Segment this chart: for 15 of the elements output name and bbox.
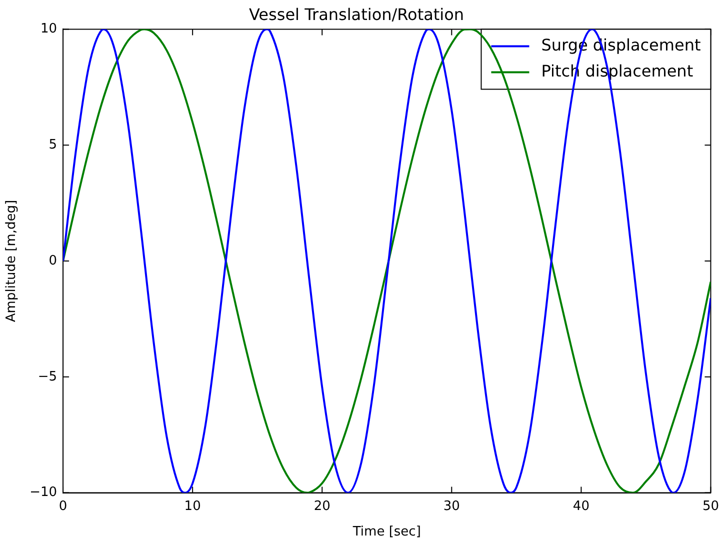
x-tick-label: 10	[184, 498, 201, 514]
chart-title: Vessel Translation/Rotation	[248, 4, 464, 24]
x-tick-label: 50	[702, 498, 719, 514]
y-axis-title: Amplitude [m,deg]	[4, 200, 20, 322]
y-tick-label: −10	[30, 485, 58, 500]
x-tick-label: 0	[58, 498, 68, 514]
y-tick-label: 10	[40, 22, 58, 37]
x-tick-label: 30	[443, 498, 460, 514]
line-series	[63, 29, 711, 493]
y-tick-label: 0	[48, 253, 58, 268]
y-tick-label: 5	[48, 137, 58, 152]
x-axis-title: Time [sec]	[352, 524, 421, 540]
x-tick-label: 20	[314, 498, 330, 514]
y-tick-label: −5	[38, 369, 58, 384]
x-tick-label: 40	[572, 498, 590, 514]
